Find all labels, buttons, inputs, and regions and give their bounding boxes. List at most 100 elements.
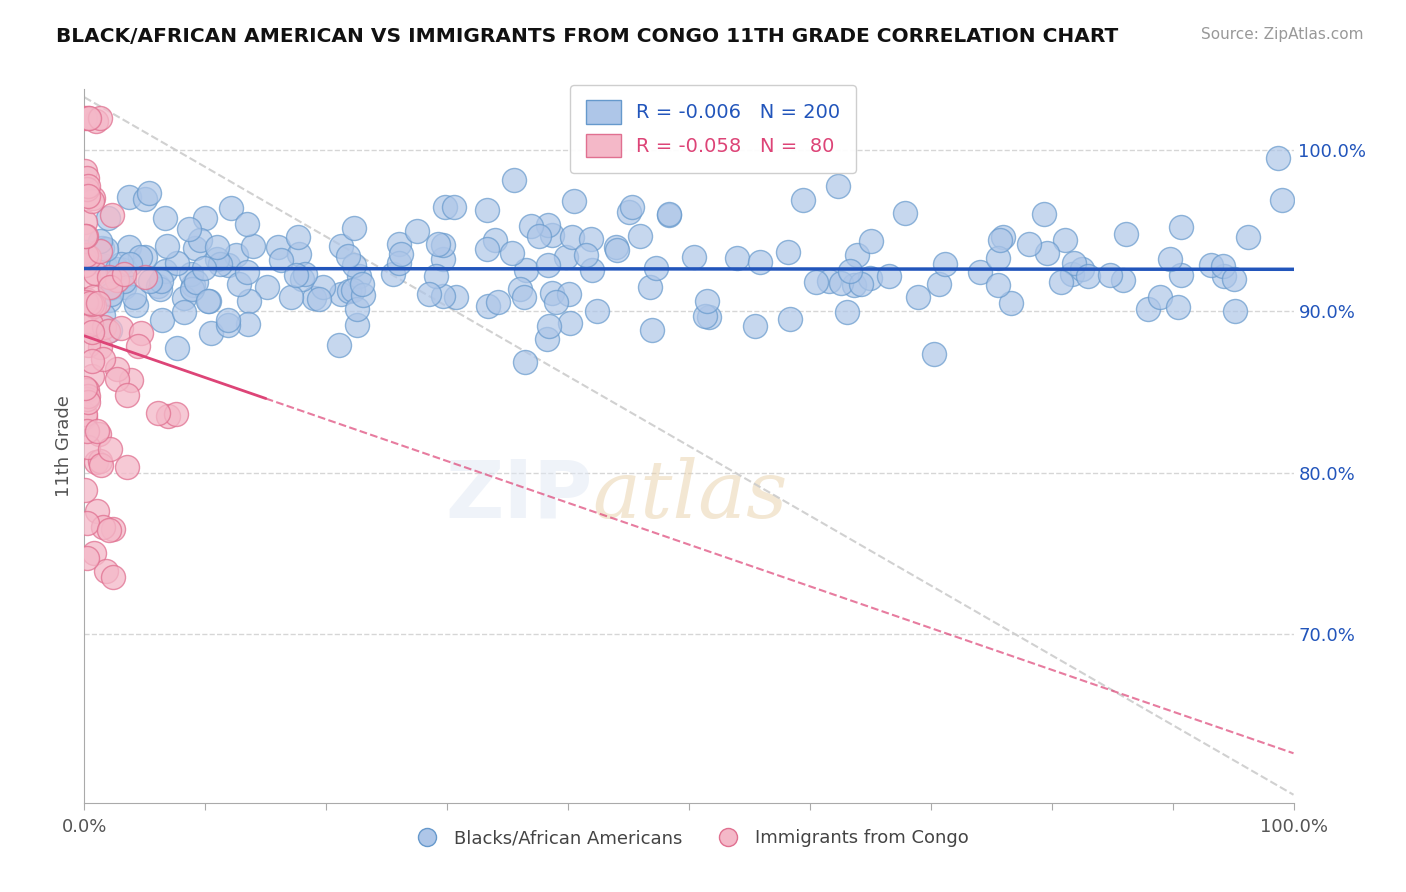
Point	[628, 228, 651, 243]
Point	[122, 290, 145, 304]
Point	[969, 265, 991, 279]
Point	[1149, 290, 1171, 304]
Point	[389, 247, 412, 261]
Point	[285, 268, 308, 282]
Text: atlas: atlas	[592, 458, 787, 534]
Point	[308, 292, 330, 306]
Point	[86, 424, 108, 438]
Point	[91, 352, 114, 367]
Point	[79, 296, 101, 310]
Point	[82, 191, 104, 205]
Point	[94, 565, 117, 579]
Point	[80, 326, 103, 340]
Point	[98, 442, 121, 457]
Point	[93, 320, 115, 334]
Point	[846, 248, 869, 262]
Point	[477, 299, 499, 313]
Point	[291, 272, 314, 286]
Point	[112, 274, 135, 288]
Point	[76, 395, 98, 409]
Point	[89, 244, 111, 258]
Point	[693, 309, 716, 323]
Point	[1063, 256, 1085, 270]
Point	[330, 239, 353, 253]
Point	[77, 112, 100, 126]
Point	[1236, 230, 1258, 244]
Point	[181, 278, 204, 293]
Point	[337, 284, 360, 298]
Point	[352, 287, 374, 301]
Point	[73, 163, 96, 178]
Point	[125, 297, 148, 311]
Point	[546, 295, 568, 310]
Point	[515, 263, 537, 277]
Point	[84, 114, 107, 128]
Point	[89, 340, 111, 354]
Point	[427, 236, 450, 251]
Point	[1098, 268, 1121, 282]
Point	[605, 239, 627, 253]
Point	[118, 189, 141, 203]
Point	[120, 373, 142, 387]
Point	[792, 193, 814, 207]
Point	[501, 246, 523, 260]
Point	[82, 368, 104, 383]
Point	[105, 261, 128, 276]
Point	[877, 268, 900, 283]
Point	[1112, 273, 1135, 287]
Point	[150, 313, 173, 327]
Point	[928, 277, 950, 291]
Point	[107, 361, 129, 376]
Point	[148, 406, 170, 420]
Point	[76, 424, 98, 438]
Point	[302, 291, 325, 305]
Point	[238, 293, 260, 308]
Point	[89, 112, 111, 126]
Point	[76, 189, 98, 203]
Point	[236, 265, 259, 279]
Point	[97, 324, 120, 338]
Point	[859, 271, 882, 285]
Point	[1049, 275, 1071, 289]
Point	[555, 250, 578, 264]
Point	[513, 289, 536, 303]
Point	[1223, 304, 1246, 318]
Point	[80, 194, 103, 209]
Point	[76, 384, 98, 398]
Point	[849, 277, 872, 291]
Point	[225, 248, 247, 262]
Point	[1267, 151, 1289, 165]
Point	[86, 504, 108, 518]
Point	[434, 200, 457, 214]
Point	[131, 326, 153, 340]
Point	[520, 219, 543, 233]
Point	[1018, 236, 1040, 251]
Point	[86, 455, 108, 469]
Point	[96, 242, 118, 256]
Point	[638, 280, 661, 294]
Point	[200, 326, 222, 340]
Point	[73, 112, 96, 126]
Point	[89, 235, 111, 249]
Point	[91, 520, 114, 534]
Point	[509, 283, 531, 297]
Point	[312, 279, 335, 293]
Point	[1212, 259, 1234, 273]
Point	[804, 276, 827, 290]
Point	[1167, 300, 1189, 314]
Point	[80, 297, 103, 311]
Point	[156, 239, 179, 253]
Point	[907, 290, 929, 304]
Point	[98, 523, 121, 537]
Point	[101, 570, 124, 584]
Point	[620, 200, 643, 214]
Point	[205, 240, 228, 254]
Point	[287, 230, 309, 244]
Point	[817, 274, 839, 288]
Point	[1223, 272, 1246, 286]
Point	[190, 233, 212, 247]
Point	[267, 240, 290, 254]
Point	[101, 208, 124, 222]
Point	[75, 295, 97, 310]
Point	[287, 247, 309, 261]
